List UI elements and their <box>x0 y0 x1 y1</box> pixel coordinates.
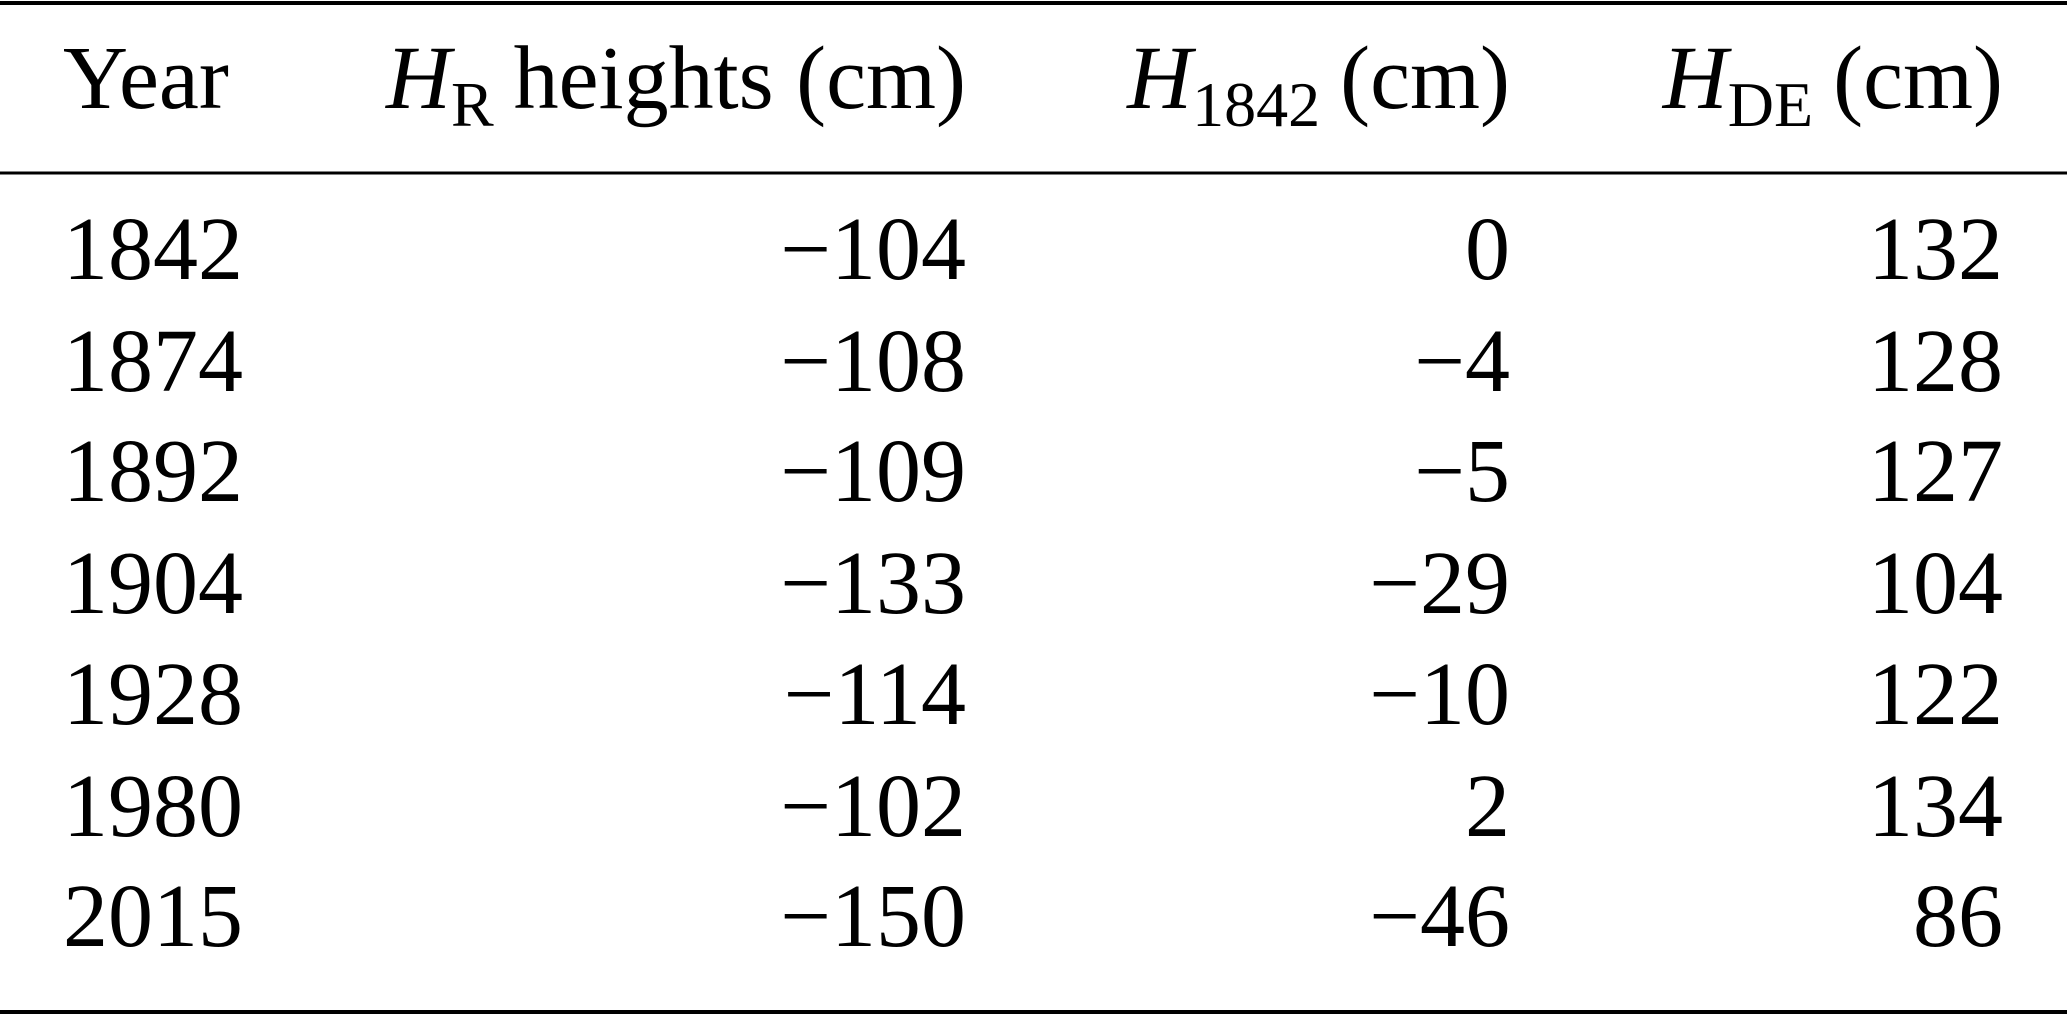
header-text: Year <box>63 29 229 128</box>
cell: −5 <box>1414 422 1510 521</box>
header-cell: HDE (cm) <box>1662 29 2003 140</box>
cell: −108 <box>780 312 966 411</box>
cell: 2 <box>1465 757 1510 856</box>
cell: 132 <box>1868 200 2003 299</box>
cell: −10 <box>1369 645 1510 744</box>
header-text: heights (cm) <box>514 29 966 128</box>
cell: −29 <box>1369 534 1510 633</box>
header-cell: Year <box>63 29 229 128</box>
cell: 2015 <box>63 867 243 966</box>
header-subscript: R <box>451 69 494 140</box>
cell: 86 <box>1913 867 2003 966</box>
cell: 1842 <box>63 200 243 299</box>
cell: 104 <box>1868 534 2003 633</box>
header-subscript: DE <box>1728 69 1813 140</box>
header-cell: H1842 (cm) <box>1126 29 1510 140</box>
cell: 1980 <box>63 757 243 856</box>
header-symbol: H <box>1126 29 1197 128</box>
cell: −104 <box>780 200 966 299</box>
cell: 122 <box>1868 645 2003 744</box>
cell: 0 <box>1465 200 1510 299</box>
cell: 1928 <box>63 645 243 744</box>
header-text: (cm) <box>1833 29 2003 128</box>
header-symbol: H <box>1662 29 1733 128</box>
header-cell: HR heights (cm) <box>385 29 966 140</box>
cell: −46 <box>1369 867 1510 966</box>
cell: −133 <box>780 534 966 633</box>
cell: 1874 <box>63 312 243 411</box>
cell: 128 <box>1868 312 2003 411</box>
cell: 127 <box>1868 422 2003 521</box>
header-subscript: 1842 <box>1192 69 1320 140</box>
cell: −109 <box>780 422 966 521</box>
cell: 134 <box>1868 757 2003 856</box>
cell: 1904 <box>63 534 243 633</box>
cell: 1892 <box>63 422 243 521</box>
cell: −150 <box>780 867 966 966</box>
cell: −114 <box>784 645 966 744</box>
cell: −4 <box>1414 312 1510 411</box>
header-text: (cm) <box>1340 29 1510 128</box>
header-symbol: H <box>385 29 456 128</box>
cell: −102 <box>780 757 966 856</box>
